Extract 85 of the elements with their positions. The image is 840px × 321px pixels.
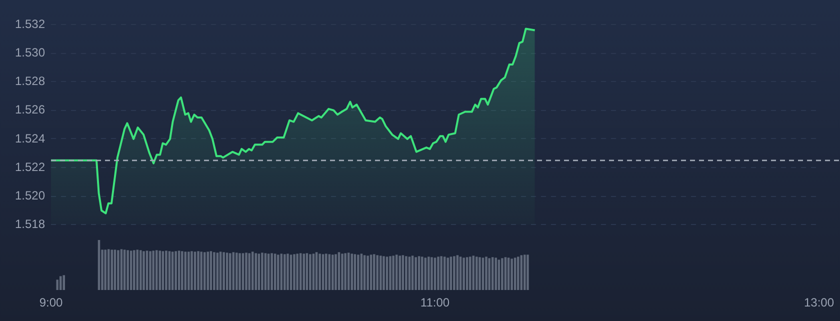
bar [476, 256, 478, 290]
bar [254, 253, 257, 290]
bar [350, 254, 353, 290]
y-tick-label: 1.532 [14, 16, 46, 31]
bar [245, 252, 248, 290]
bar [325, 254, 328, 290]
bar [110, 250, 113, 290]
bar [382, 256, 385, 290]
bar [200, 252, 202, 290]
x-tick-label: 13:00 [804, 296, 834, 310]
bar [501, 258, 504, 290]
bar [440, 256, 442, 290]
bar [380, 256, 382, 290]
y-tick-label: 1.520 [14, 188, 46, 202]
y-tick-label: 1.524 [14, 131, 46, 146]
bar [389, 256, 392, 290]
bar [248, 253, 250, 290]
bar [213, 252, 216, 290]
bar [104, 250, 106, 290]
bar [405, 256, 408, 290]
bar [366, 256, 369, 290]
bar [344, 253, 346, 290]
bar [293, 254, 296, 290]
y-tick-label: 1.526 [14, 102, 46, 117]
bar [158, 250, 161, 290]
bar [462, 258, 465, 290]
bar [133, 250, 136, 290]
bar [286, 254, 289, 290]
bar [524, 254, 526, 290]
bar [398, 256, 401, 290]
bar [59, 276, 62, 290]
bar [516, 256, 520, 290]
bar [174, 251, 177, 290]
bar [446, 258, 449, 290]
bar [453, 256, 456, 290]
y-tick-label: 1.530 [14, 45, 46, 60]
bar [488, 258, 490, 290]
bar [510, 258, 513, 290]
y-tick-label: 1.518 [14, 217, 46, 232]
bar [149, 251, 152, 290]
bar [485, 256, 488, 290]
bar [332, 254, 334, 290]
bar [206, 252, 209, 290]
bar [357, 254, 360, 290]
bar [229, 253, 232, 290]
bar [261, 252, 264, 290]
bar [142, 251, 145, 290]
bar [117, 250, 120, 290]
bar [284, 254, 286, 290]
bar [430, 257, 433, 290]
bar [373, 254, 376, 290]
y-tick-label: 1.528 [14, 74, 46, 88]
bar [56, 280, 58, 290]
x-tick-label: 9:00 [39, 296, 63, 310]
bar [392, 256, 394, 290]
bar [526, 254, 529, 290]
bar [421, 256, 424, 290]
bar [197, 251, 200, 290]
bar [188, 252, 190, 290]
bar [437, 256, 440, 290]
bar [469, 256, 472, 290]
bar [277, 254, 280, 290]
bar [181, 251, 184, 290]
bar [270, 253, 273, 290]
bar [140, 250, 142, 290]
bar [494, 258, 497, 290]
bar [236, 252, 238, 290]
bar [190, 251, 193, 290]
bar [318, 254, 321, 290]
bar [414, 257, 417, 290]
bar [302, 254, 305, 290]
bar [341, 254, 344, 290]
bar [334, 254, 337, 290]
bar [152, 250, 154, 290]
bar [165, 250, 168, 290]
bar [428, 256, 430, 290]
bar [62, 275, 65, 290]
bar [478, 257, 481, 290]
bar [309, 254, 312, 290]
bar [296, 254, 298, 290]
y-tick-label: 1.522 [14, 160, 46, 174]
x-tick-label: 11:00 [420, 296, 450, 310]
bar [238, 253, 241, 290]
bar [126, 250, 129, 290]
bar [222, 252, 225, 290]
